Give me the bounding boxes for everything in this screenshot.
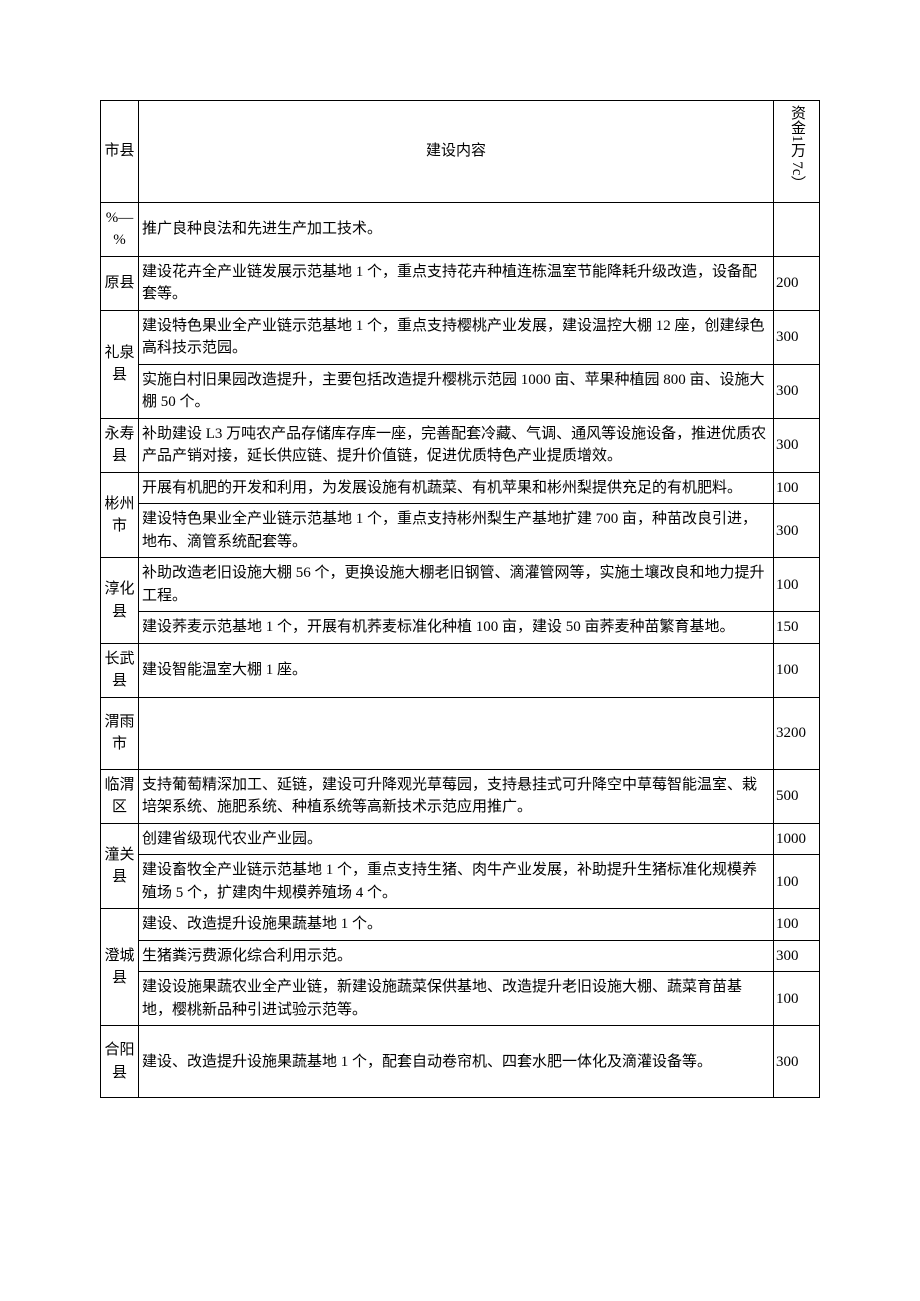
table-row: 临渭区支持葡萄精深加工、延链，建设可升降观光草莓园，支持悬挂式可升降空中草莓智能… xyxy=(101,769,820,823)
content-cell: 建设、改造提升设施果蔬基地 1 个。 xyxy=(139,909,774,941)
fund-cell xyxy=(774,202,820,256)
content-cell: 建设畜牧全产业链示范基地 1 个，重点支持生猪、肉牛产业发展，补助提升生猪标准化… xyxy=(139,855,774,909)
fund-cell: 3200 xyxy=(774,697,820,769)
content-cell: 推广良种良法和先进生产加工技术。 xyxy=(139,202,774,256)
fund-cell: 100 xyxy=(774,972,820,1026)
table-row: 彬州市开展有机肥的开发和利用，为发展设施有机蔬菜、有机苹果和彬州梨提供充足的有机… xyxy=(101,472,820,504)
table-row: 礼泉县建设特色果业全产业链示范基地 1 个，重点支持樱桃产业发展，建设温控大棚 … xyxy=(101,310,820,364)
table-row: 合阳县建设、改造提升设施果蔬基地 1 个，配套自动卷帘机、四套水肥一体化及滴灌设… xyxy=(101,1026,820,1098)
content-cell: 实施白村旧果园改造提升，主要包括改造提升樱桃示范园 1000 亩、苹果种植园 8… xyxy=(139,364,774,418)
region-cell: 临渭区 xyxy=(101,769,139,823)
table-row: 原县建设花卉全产业链发展示范基地 1 个，重点支持花卉种植连栋温室节能降耗升级改… xyxy=(101,256,820,310)
table-row: 长武县建设智能温室大棚 1 座。100 xyxy=(101,643,820,697)
table-row: 建设设施果蔬农业全产业链，新建设施蔬菜保供基地、改造提升老旧设施大棚、蔬菜育苗基… xyxy=(101,972,820,1026)
content-cell: 建设智能温室大棚 1 座。 xyxy=(139,643,774,697)
content-cell: 开展有机肥的开发和利用，为发展设施有机蔬菜、有机苹果和彬州梨提供充足的有机肥料。 xyxy=(139,472,774,504)
region-cell: 彬州市 xyxy=(101,472,139,558)
fund-cell: 300 xyxy=(774,418,820,472)
region-cell: 淳化县 xyxy=(101,558,139,644)
funding-table: 市县 建设内容 资金1万 7c） %—%推广良种良法和先进生产加工技术。原县建设… xyxy=(100,100,820,1098)
content-cell: 补助建设 L3 万吨农产品存储库存库一座，完善配套冷藏、气调、通风等设施设备，推… xyxy=(139,418,774,472)
region-cell: 潼关县 xyxy=(101,823,139,909)
fund-cell: 500 xyxy=(774,769,820,823)
fund-cell: 300 xyxy=(774,940,820,972)
table-row: 实施白村旧果园改造提升，主要包括改造提升樱桃示范园 1000 亩、苹果种植园 8… xyxy=(101,364,820,418)
header-region: 市县 xyxy=(101,101,139,203)
content-cell: 建设特色果业全产业链示范基地 1 个，重点支持樱桃产业发展，建设温控大棚 12 … xyxy=(139,310,774,364)
fund-cell: 100 xyxy=(774,643,820,697)
content-cell: 建设特色果业全产业链示范基地 1 个，重点支持彬州梨生产基地扩建 700 亩，种… xyxy=(139,504,774,558)
region-cell: %—% xyxy=(101,202,139,256)
fund-cell: 300 xyxy=(774,364,820,418)
content-cell: 建设荞麦示范基地 1 个，开展有机荞麦标准化种植 100 亩，建设 50 亩荞麦… xyxy=(139,612,774,644)
content-cell: 建设花卉全产业链发展示范基地 1 个，重点支持花卉种植连栋温室节能降耗升级改造，… xyxy=(139,256,774,310)
region-cell: 澄城县 xyxy=(101,909,139,1026)
fund-cell: 100 xyxy=(774,855,820,909)
header-fund: 资金1万 7c） xyxy=(774,101,820,203)
table-row: 建设特色果业全产业链示范基地 1 个，重点支持彬州梨生产基地扩建 700 亩，种… xyxy=(101,504,820,558)
content-cell: 支持葡萄精深加工、延链，建设可升降观光草莓园，支持悬挂式可升降空中草莓智能温室、… xyxy=(139,769,774,823)
region-cell: 礼泉县 xyxy=(101,310,139,418)
content-cell: 建设、改造提升设施果蔬基地 1 个，配套自动卷帘机、四套水肥一体化及滴灌设备等。 xyxy=(139,1026,774,1098)
fund-cell: 200 xyxy=(774,256,820,310)
table-row: 澄城县建设、改造提升设施果蔬基地 1 个。100 xyxy=(101,909,820,941)
table-row: %—%推广良种良法和先进生产加工技术。 xyxy=(101,202,820,256)
fund-cell: 300 xyxy=(774,504,820,558)
region-cell: 长武县 xyxy=(101,643,139,697)
fund-cell: 300 xyxy=(774,1026,820,1098)
fund-cell: 1000 xyxy=(774,823,820,855)
content-cell xyxy=(139,697,774,769)
fund-cell: 100 xyxy=(774,909,820,941)
table-row: 渭雨市 3200 xyxy=(101,697,820,769)
fund-cell: 300 xyxy=(774,310,820,364)
table-row: 淳化县补助改造老旧设施大棚 56 个，更换设施大棚老旧钢管、滴灌管网等，实施土壤… xyxy=(101,558,820,612)
region-cell: 永寿县 xyxy=(101,418,139,472)
header-content: 建设内容 xyxy=(139,101,774,203)
region-cell: 渭雨市 xyxy=(101,697,139,769)
region-cell: 原县 xyxy=(101,256,139,310)
fund-cell: 100 xyxy=(774,472,820,504)
table-row: 潼关县创建省级现代农业产业园。1000 xyxy=(101,823,820,855)
content-cell: 建设设施果蔬农业全产业链，新建设施蔬菜保供基地、改造提升老旧设施大棚、蔬菜育苗基… xyxy=(139,972,774,1026)
region-cell: 合阳县 xyxy=(101,1026,139,1098)
content-cell: 生猪粪污费源化综合利用示范。 xyxy=(139,940,774,972)
table-row: 建设畜牧全产业链示范基地 1 个，重点支持生猪、肉牛产业发展，补助提升生猪标准化… xyxy=(101,855,820,909)
table-row: 生猪粪污费源化综合利用示范。300 xyxy=(101,940,820,972)
content-cell: 创建省级现代农业产业园。 xyxy=(139,823,774,855)
table-row: 永寿县补助建设 L3 万吨农产品存储库存库一座，完善配套冷藏、气调、通风等设施设… xyxy=(101,418,820,472)
fund-cell: 100 xyxy=(774,558,820,612)
table-row: 建设荞麦示范基地 1 个，开展有机荞麦标准化种植 100 亩，建设 50 亩荞麦… xyxy=(101,612,820,644)
table-header-row: 市县 建设内容 资金1万 7c） xyxy=(101,101,820,203)
content-cell: 补助改造老旧设施大棚 56 个，更换设施大棚老旧钢管、滴灌管网等，实施土壤改良和… xyxy=(139,558,774,612)
fund-cell: 150 xyxy=(774,612,820,644)
